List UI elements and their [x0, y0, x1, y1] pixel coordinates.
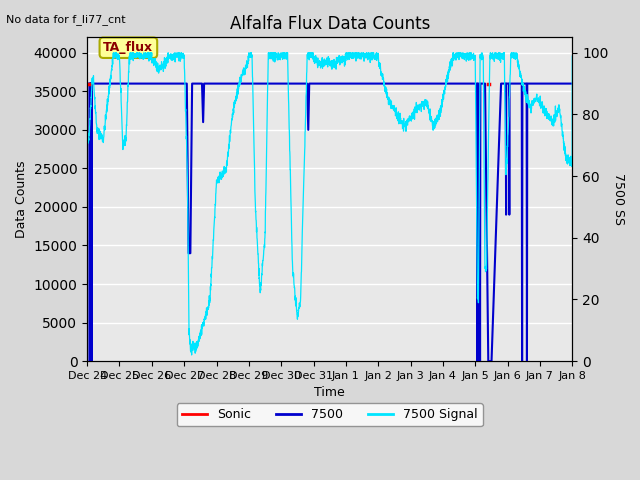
X-axis label: Time: Time: [314, 386, 345, 399]
Text: TA_flux: TA_flux: [103, 41, 154, 54]
Y-axis label: 7500 SS: 7500 SS: [612, 173, 625, 225]
Text: No data for f_li77_cnt: No data for f_li77_cnt: [6, 14, 126, 25]
Legend: Sonic, 7500, 7500 Signal: Sonic, 7500, 7500 Signal: [177, 403, 483, 426]
Title: Alfalfa Flux Data Counts: Alfalfa Flux Data Counts: [230, 15, 430, 33]
Y-axis label: Data Counts: Data Counts: [15, 160, 28, 238]
